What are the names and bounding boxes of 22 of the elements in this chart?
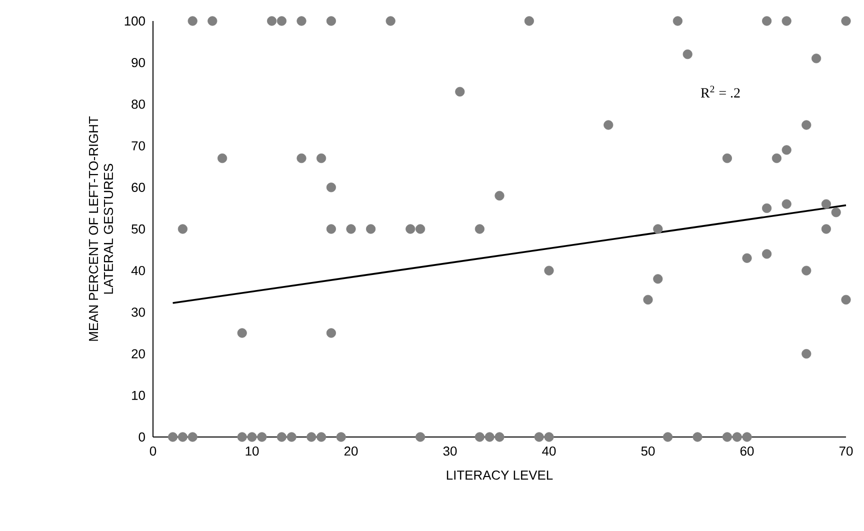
x-tick-label: 0 <box>150 446 156 456</box>
y-tick-label: 70 <box>132 141 145 150</box>
x-tick-label: 60 <box>740 446 754 456</box>
x-tick-label: 70 <box>839 446 853 456</box>
y-tick-label: 80 <box>132 100 145 109</box>
y-tick-label: 100 <box>124 16 145 26</box>
y-tick-label: 0 <box>138 432 145 442</box>
x-tick-label: 30 <box>443 446 457 456</box>
y-tick-label: 90 <box>132 58 145 68</box>
y-axis-title: MEAN PERCENT OF LEFT-TO-RIGHT LATERAL GESTURES <box>88 116 114 341</box>
annotation: R$^{2}$ = .2 <box>700 86 740 98</box>
y-tick-label: 30 <box>132 308 145 317</box>
x-axis-title: LITERACY LEVEL <box>446 470 553 480</box>
y-tick-label: 10 <box>132 390 145 400</box>
x-tick-label: 50 <box>641 446 655 456</box>
x-tick-label: 10 <box>246 446 259 456</box>
y-tick-label: 40 <box>131 266 145 276</box>
y-tick-label: 20 <box>132 349 145 358</box>
y-tick-label: 50 <box>132 224 145 234</box>
x-tick-label: 40 <box>542 446 556 456</box>
x-tick-label: 20 <box>344 446 358 456</box>
y-tick-label: 60 <box>132 182 145 192</box>
